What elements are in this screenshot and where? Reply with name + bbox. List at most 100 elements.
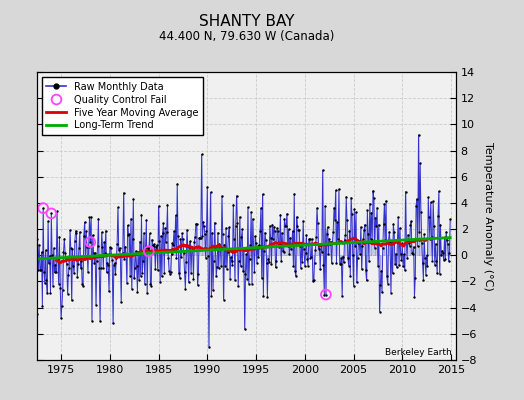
Point [274,228,282,235]
Point [329,228,337,235]
Point [57,315,66,321]
Point [369,188,377,194]
Point [306,254,314,261]
Point [146,280,155,287]
Point [267,235,275,241]
Point [345,228,354,234]
Point [167,250,176,257]
Point [225,224,233,231]
Point [301,263,309,269]
Point [238,226,246,232]
Point [438,248,446,254]
Point [433,270,441,276]
Point [75,229,84,235]
Point [41,280,49,286]
Point [34,236,42,242]
Point [133,289,141,295]
Point [286,235,294,241]
Point [301,250,310,256]
Point [149,242,157,248]
Point [31,202,39,209]
Point [357,266,366,272]
Point [46,290,54,296]
Point [350,282,358,289]
Point [316,266,324,273]
Point [28,259,37,265]
Point [52,269,60,276]
Point [85,214,94,221]
Point [29,239,38,246]
Text: 44.400 N, 79.630 W (Canada): 44.400 N, 79.630 W (Canada) [159,30,334,43]
Point [61,250,69,256]
Point [400,251,408,258]
Point [416,160,424,166]
Point [428,257,436,264]
Point [364,231,373,237]
Point [250,269,259,275]
Point [445,250,454,256]
Point [399,263,407,270]
Point [300,246,308,252]
Point [259,293,268,299]
Point [55,234,63,240]
Point [161,225,169,231]
Point [68,245,77,252]
Point [145,248,153,254]
Point [184,279,193,285]
Point [358,243,367,249]
Point [347,194,355,201]
Point [93,258,101,264]
Point [434,213,442,219]
Point [288,240,296,247]
Point [325,235,333,242]
Point [335,186,343,192]
Point [71,228,80,234]
Point [411,274,419,281]
Point [65,265,73,271]
Point [304,262,312,269]
Point [147,282,156,289]
Point [154,267,162,274]
Point [171,212,180,219]
Point [435,270,444,277]
Point [163,202,172,208]
Point [118,252,126,258]
Point [148,236,156,243]
Point [173,181,181,187]
Point [220,296,228,303]
Point [443,241,452,248]
Point [227,258,236,264]
Point [168,240,177,246]
Point [157,233,165,239]
Point [263,294,271,300]
Point [70,270,78,276]
Point [310,260,319,266]
Point [258,191,267,198]
Point [90,250,98,256]
Point [409,251,417,258]
Point [77,258,85,264]
Point [86,239,94,245]
Point [115,245,124,251]
Point [83,244,91,250]
Point [384,280,392,287]
Point [382,198,390,204]
Point [271,264,280,270]
Point [366,200,374,207]
Point [283,242,292,249]
Point [234,283,242,290]
Point [121,243,129,250]
Point [401,188,410,195]
Point [381,236,389,243]
Point [326,238,335,245]
Point [344,262,353,269]
Point [378,289,386,296]
Point [189,276,198,282]
Point [213,264,221,270]
Point [429,198,438,204]
Point [192,221,201,228]
Point [418,260,427,266]
Point [297,265,305,271]
Point [403,254,411,261]
Point [195,234,203,241]
